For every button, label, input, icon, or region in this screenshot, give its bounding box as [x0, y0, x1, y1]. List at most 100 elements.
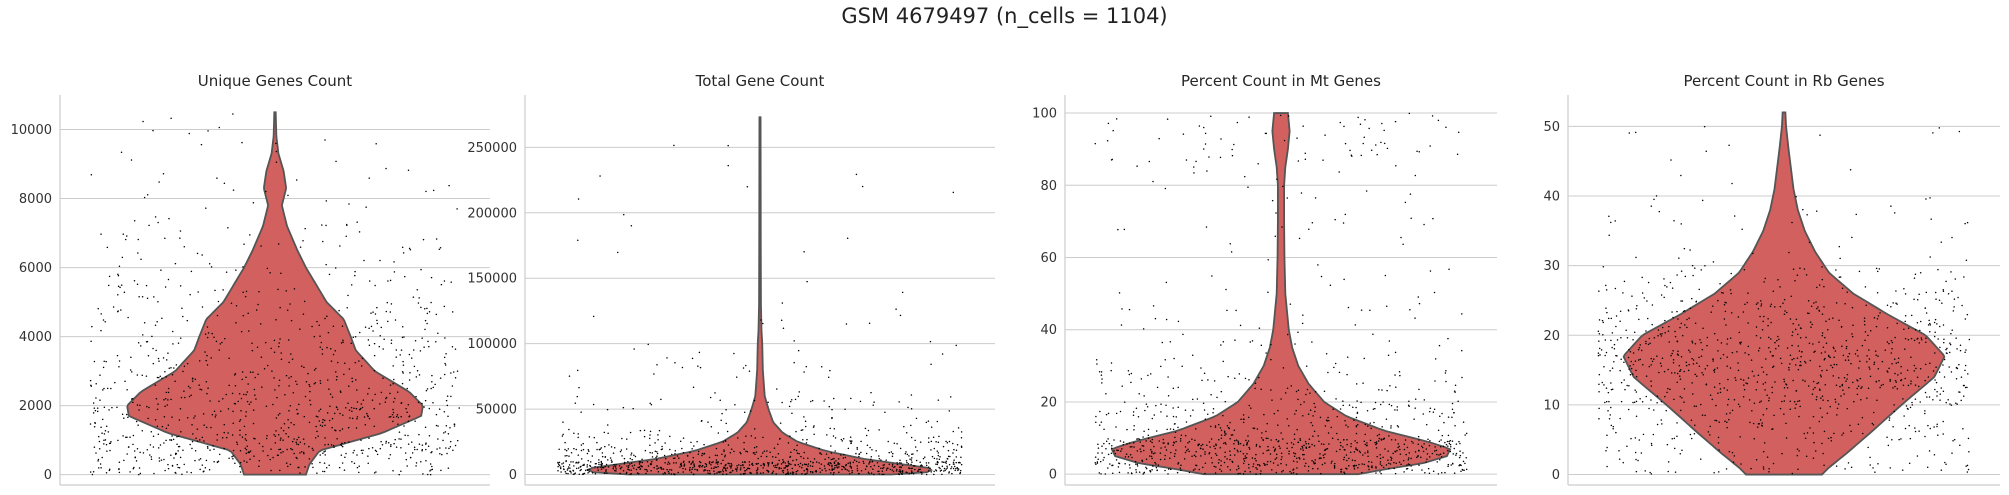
data-point	[662, 473, 664, 475]
data-point	[1689, 307, 1692, 310]
data-point	[1765, 358, 1767, 360]
data-point	[417, 401, 420, 404]
data-point	[1723, 387, 1725, 389]
data-point	[203, 440, 205, 442]
data-point	[1320, 472, 1322, 475]
data-point	[615, 470, 617, 472]
data-point	[581, 473, 584, 475]
y-tick-label: 60	[1040, 251, 1057, 266]
data-point	[121, 413, 124, 416]
data-point	[1800, 355, 1802, 358]
data-point	[847, 462, 849, 465]
data-point	[1272, 462, 1275, 464]
data-point	[1394, 472, 1397, 475]
data-point	[674, 453, 676, 455]
data-point	[1398, 445, 1401, 448]
data-point	[1145, 466, 1147, 469]
data-point	[1248, 404, 1251, 407]
data-point	[1695, 300, 1698, 303]
data-point	[302, 451, 305, 454]
data-point	[265, 190, 267, 193]
data-point	[1397, 426, 1400, 428]
data-point	[1226, 425, 1229, 427]
data-point	[1174, 431, 1177, 433]
data-point	[1097, 452, 1099, 454]
data-point	[1681, 449, 1683, 451]
data-point	[1395, 462, 1397, 464]
data-point	[1792, 268, 1795, 270]
data-point	[356, 389, 358, 391]
data-point	[1690, 419, 1693, 422]
data-point	[407, 169, 410, 172]
data-point	[1214, 472, 1217, 474]
data-point	[1672, 316, 1674, 319]
data-point	[891, 455, 894, 458]
data-point	[1786, 347, 1789, 349]
data-point	[1351, 155, 1353, 157]
data-point	[426, 473, 429, 476]
data-point	[1197, 444, 1199, 447]
data-point	[117, 273, 119, 275]
data-point	[1212, 411, 1214, 414]
data-point	[183, 463, 185, 466]
data-point	[870, 391, 872, 394]
data-point	[118, 468, 120, 470]
data-point	[682, 437, 685, 439]
data-point	[133, 450, 136, 452]
data-point	[1638, 318, 1640, 321]
data-point	[1598, 290, 1600, 292]
data-point	[350, 406, 353, 409]
data-point	[1893, 410, 1896, 413]
data-point	[564, 441, 566, 444]
data-point	[1949, 342, 1951, 344]
data-point	[1363, 136, 1365, 139]
data-point	[936, 450, 939, 452]
data-point	[591, 455, 594, 457]
data-point	[135, 460, 138, 462]
data-point	[660, 398, 662, 401]
data-point	[1175, 449, 1177, 451]
data-point	[1841, 383, 1844, 386]
data-point	[1735, 379, 1737, 382]
data-point	[398, 473, 400, 476]
data-point	[1231, 434, 1234, 436]
data-point	[1128, 464, 1131, 466]
data-point	[1219, 156, 1222, 159]
data-point	[148, 224, 150, 227]
data-point	[691, 448, 693, 450]
data-point	[97, 460, 99, 462]
data-point	[1658, 371, 1660, 374]
data-point	[1689, 433, 1692, 436]
data-point	[1958, 363, 1960, 366]
data-point	[1110, 159, 1113, 161]
data-point	[1956, 367, 1959, 370]
data-point	[280, 452, 282, 454]
data-point	[1229, 458, 1231, 461]
data-point	[578, 386, 580, 389]
data-point	[103, 360, 105, 362]
data-point	[328, 273, 331, 276]
data-point	[1355, 432, 1358, 435]
data-point	[1234, 377, 1236, 379]
data-point	[582, 442, 584, 445]
data-point	[1292, 468, 1295, 470]
data-point	[401, 336, 404, 339]
data-point	[1936, 423, 1938, 426]
data-point	[1166, 428, 1168, 431]
data-point	[1387, 459, 1389, 461]
data-point	[828, 468, 831, 471]
data-point	[1632, 363, 1635, 366]
data-point	[1357, 423, 1359, 426]
data-point	[774, 466, 776, 468]
data-point	[856, 448, 859, 450]
data-point	[834, 450, 836, 452]
data-point	[343, 469, 346, 471]
data-point	[1717, 392, 1719, 394]
data-point	[1417, 443, 1419, 446]
data-point	[393, 261, 395, 263]
data-point	[286, 448, 288, 451]
data-point	[120, 151, 123, 154]
data-point	[960, 446, 963, 448]
data-point	[1851, 306, 1854, 309]
data-point	[1938, 371, 1941, 373]
